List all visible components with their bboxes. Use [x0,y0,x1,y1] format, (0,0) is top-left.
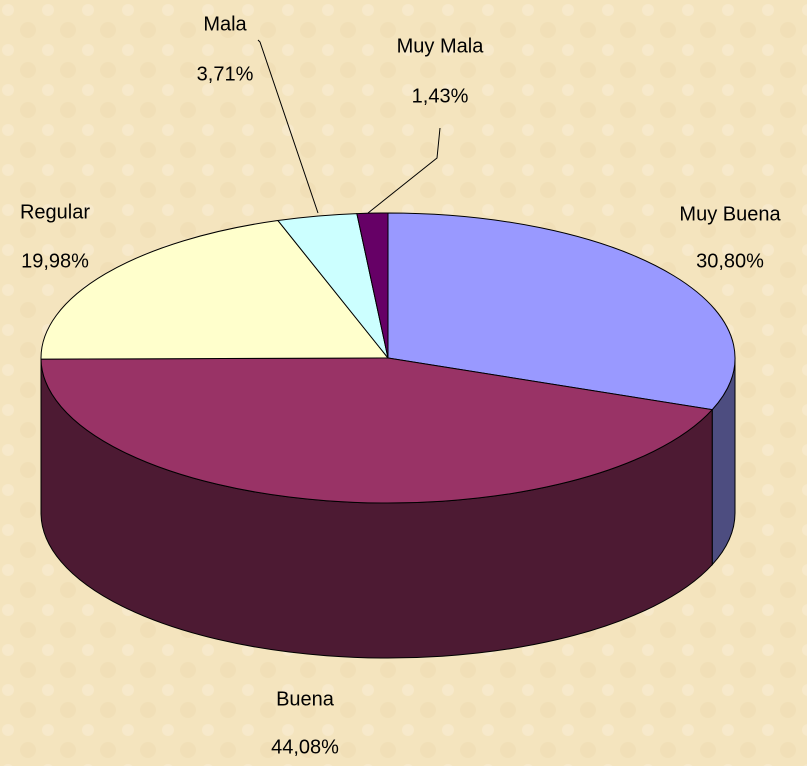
pie-sides [40,357,736,659]
value-label: 44,08% [271,736,339,758]
value-label: 30,80% [696,250,764,272]
pie-slice [40,219,390,360]
pie-tops [40,212,736,504]
category-label: Mala [203,13,247,35]
pie-slice [356,212,389,359]
pie-slice [40,357,714,504]
leader-line [367,127,441,214]
value-label: 1,43% [412,85,469,107]
pie-slice [387,212,736,411]
value-label: 3,71% [197,63,254,85]
category-label: Buena [276,688,335,710]
leader-line [257,39,319,214]
value-label: 19,98% [21,250,89,272]
category-label: Muy Mala [397,35,485,57]
labels: Muy Buena 30,80% Buena 44,08% Regular 19,98% M… [20,13,781,758]
category-label: Regular [20,201,90,223]
category-label: Muy Buena [679,203,781,225]
